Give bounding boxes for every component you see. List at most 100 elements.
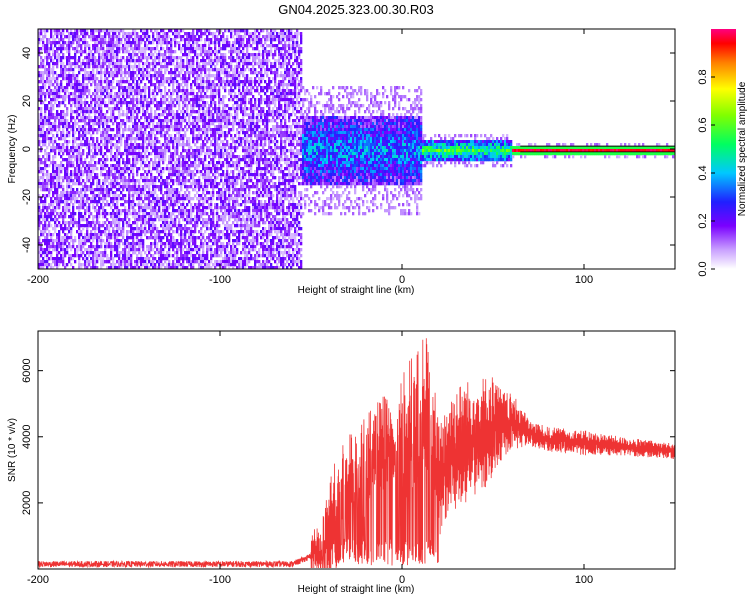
heatmap-cell (54, 71, 57, 75)
heatmap-cell (50, 149, 53, 153)
heatmap-cell (90, 173, 93, 177)
heatmap-cell (134, 185, 137, 189)
heatmap-cell (142, 209, 145, 213)
heatmap-cell (58, 176, 61, 180)
heatmap-cell (92, 146, 95, 150)
heatmap-cell (82, 197, 85, 201)
heatmap-cell (140, 29, 143, 33)
heatmap-cell (128, 200, 131, 204)
heatmap-cell (50, 77, 53, 81)
heatmap-cell (180, 209, 183, 213)
heatmap-cell (176, 257, 179, 261)
heatmap-cell (132, 182, 135, 186)
heatmap-cell (176, 194, 179, 198)
heatmap-cell (204, 143, 207, 147)
heatmap-cell (64, 68, 67, 72)
heatmap-cell (90, 167, 93, 171)
heatmap-cell (48, 257, 51, 261)
heatmap-cell (72, 155, 75, 159)
heatmap-cell (98, 32, 101, 36)
heatmap-cell (88, 173, 91, 177)
heatmap-cell (100, 251, 103, 255)
heatmap-cell (184, 239, 187, 243)
heatmap-cell (88, 152, 91, 156)
heatmap-cell (98, 86, 101, 90)
heatmap-cell (192, 29, 195, 33)
heatmap-cell (66, 89, 69, 93)
heatmap-cell (182, 233, 185, 237)
heatmap-cell (78, 233, 81, 237)
heatmap-cell (164, 209, 167, 213)
heatmap-cell (92, 218, 95, 222)
heatmap-cell (58, 233, 61, 237)
heatmap-cell (200, 209, 203, 213)
heatmap-cell (168, 206, 171, 210)
heatmap-cell (182, 98, 185, 102)
heatmap-cell (42, 263, 45, 267)
heatmap-cell (184, 185, 187, 189)
heatmap-cell (150, 134, 153, 138)
heatmap-cell (110, 98, 113, 102)
heatmap-cell (122, 134, 125, 138)
heatmap-cell (152, 218, 155, 222)
heatmap-cell (98, 29, 101, 33)
heatmap-cell (186, 86, 189, 90)
heatmap-cell (58, 113, 61, 117)
heatmap-cell (74, 131, 77, 135)
heatmap-cell (166, 113, 169, 117)
heatmap-cell (102, 206, 105, 210)
heatmap-cell (50, 209, 53, 213)
heatmap-cell (102, 161, 105, 165)
heatmap-cell (38, 254, 41, 258)
heatmap-cell (198, 137, 201, 141)
heatmap-cell (46, 158, 49, 162)
heatmap-cell (56, 182, 59, 186)
heatmap-cell (156, 155, 159, 159)
heatmap-cell (134, 152, 137, 156)
heatmap-cell (110, 188, 113, 192)
heatmap-cell (52, 107, 55, 111)
heatmap-cell (86, 89, 89, 93)
heatmap-cell (96, 236, 99, 240)
heatmap-cell (42, 167, 45, 171)
heatmap-cell (108, 170, 111, 174)
heatmap-cell (156, 149, 159, 153)
heatmap-cell (208, 146, 211, 150)
heatmap-cell (82, 83, 85, 87)
heatmap-cell (158, 155, 161, 159)
heatmap-cell (202, 83, 205, 87)
heatmap-cell (118, 83, 121, 87)
heatmap-cell (106, 131, 109, 135)
heatmap-cell (98, 254, 101, 258)
heatmap-cell (176, 122, 179, 126)
heatmap-cell (68, 125, 71, 129)
heatmap-cell (94, 206, 97, 210)
heatmap-cell (128, 53, 131, 57)
heatmap-cell (68, 44, 71, 48)
heatmap-cell (156, 197, 159, 201)
heatmap-cell (56, 266, 59, 269)
heatmap-cell (56, 32, 59, 36)
heatmap-cell (114, 50, 117, 54)
heatmap-cell (176, 128, 179, 132)
heatmap-cell (118, 173, 121, 177)
heatmap-cell (162, 158, 165, 162)
heatmap-cell (156, 122, 159, 126)
heatmap-cell (118, 209, 121, 213)
heatmap-cell (106, 53, 109, 57)
heatmap-cell (188, 233, 191, 237)
heatmap-cell (62, 86, 65, 90)
heatmap-cell (176, 191, 179, 195)
heatmap-cell (170, 59, 173, 63)
heatmap-cell (162, 47, 165, 51)
heatmap-cell (208, 137, 211, 141)
heatmap-cell (194, 125, 197, 129)
heatmap-cell (126, 233, 129, 237)
heatmap-cell (80, 194, 83, 198)
heatmap-cell (146, 101, 149, 105)
heatmap-cell (192, 161, 195, 165)
heatmap-cell (100, 233, 103, 237)
heatmap-cell (62, 29, 65, 33)
heatmap-cell (152, 194, 155, 198)
heatmap-cell (100, 122, 103, 126)
